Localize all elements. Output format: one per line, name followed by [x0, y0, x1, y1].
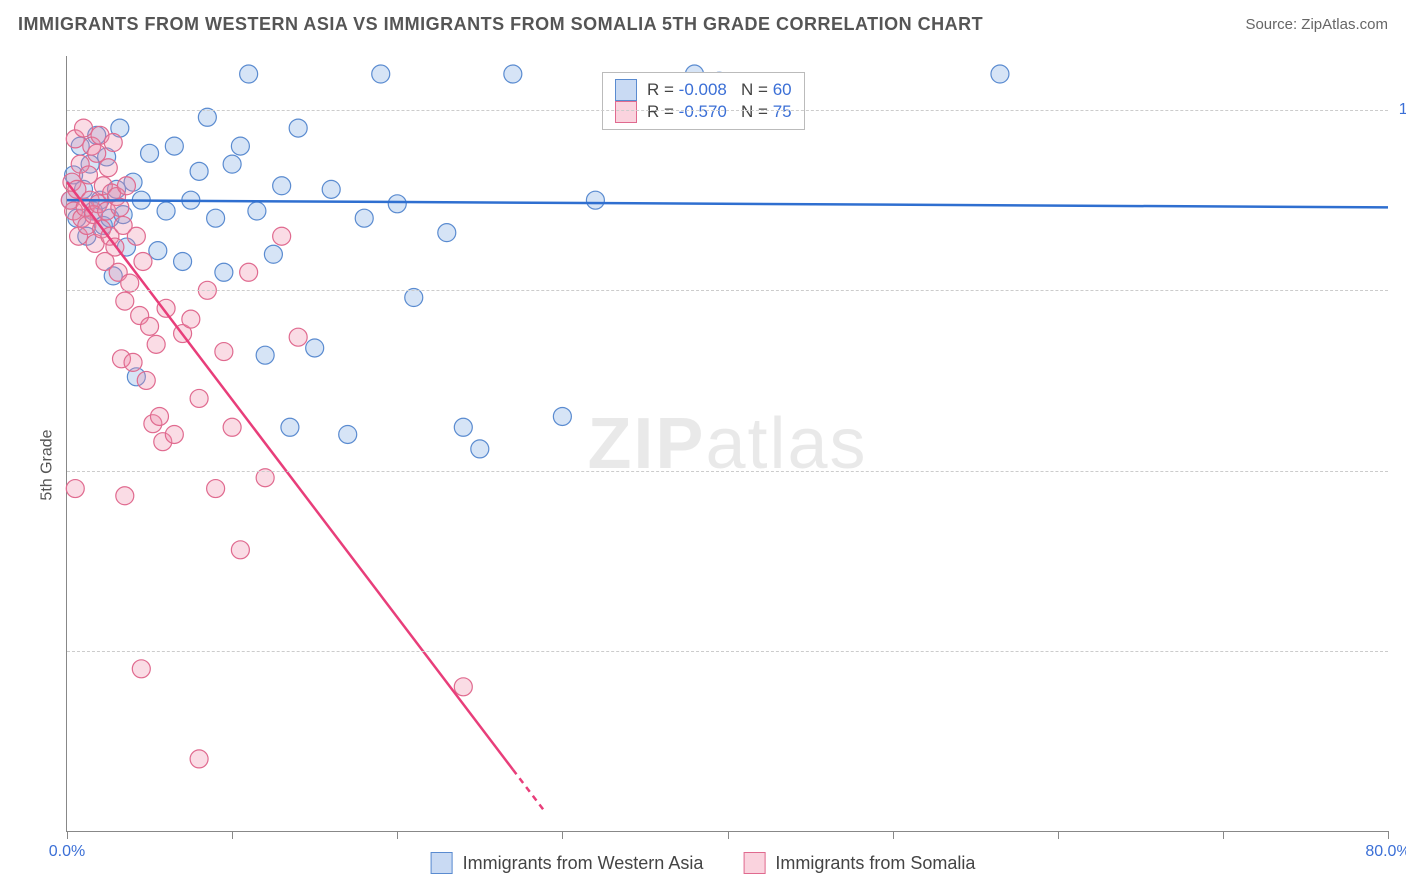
- data-point: [289, 119, 307, 137]
- swatch-blue: [431, 852, 453, 874]
- data-point: [504, 65, 522, 83]
- data-point: [322, 180, 340, 198]
- data-point: [116, 292, 134, 310]
- data-point: [147, 335, 165, 353]
- data-point: [127, 227, 145, 245]
- data-point: [454, 418, 472, 436]
- data-point: [231, 541, 249, 559]
- data-point: [124, 353, 142, 371]
- x-tick: [893, 831, 894, 839]
- data-point: [149, 242, 167, 260]
- data-point: [240, 65, 258, 83]
- data-point: [157, 202, 175, 220]
- data-point: [150, 407, 168, 425]
- trend-line-dashed: [513, 769, 546, 813]
- data-point: [141, 144, 159, 162]
- legend-item-somalia: Immigrants from Somalia: [743, 852, 975, 874]
- x-tick: [232, 831, 233, 839]
- data-point: [79, 166, 97, 184]
- correlation-legend: R = -0.008 N = 60R = -0.570 N = 75: [602, 72, 805, 130]
- data-point: [141, 317, 159, 335]
- data-point: [137, 371, 155, 389]
- x-tick: [728, 831, 729, 839]
- data-point: [99, 159, 117, 177]
- data-point: [215, 263, 233, 281]
- data-point: [273, 177, 291, 195]
- data-point: [339, 425, 357, 443]
- data-point: [991, 65, 1009, 83]
- data-point: [117, 177, 135, 195]
- x-tick: [397, 831, 398, 839]
- data-point: [190, 162, 208, 180]
- x-tick: [67, 831, 68, 839]
- plot-svg: [67, 56, 1388, 831]
- data-point: [165, 137, 183, 155]
- data-point: [388, 195, 406, 213]
- data-point: [372, 65, 390, 83]
- data-point: [240, 263, 258, 281]
- series-legend: Immigrants from Western Asia Immigrants …: [431, 852, 976, 874]
- data-point: [281, 418, 299, 436]
- data-point: [75, 119, 93, 137]
- gridline: [67, 471, 1388, 472]
- data-point: [215, 343, 233, 361]
- x-tick: [1058, 831, 1059, 839]
- x-tick-label: 0.0%: [49, 843, 85, 861]
- data-point: [223, 155, 241, 173]
- swatch-pink: [615, 101, 637, 123]
- x-tick: [1388, 831, 1389, 839]
- data-point: [66, 480, 84, 498]
- scatter-plot: ZIPatlas R = -0.008 N = 60R = -0.570 N =…: [66, 56, 1388, 832]
- data-point: [207, 480, 225, 498]
- data-point: [132, 660, 150, 678]
- data-point: [174, 252, 192, 270]
- data-point: [248, 202, 266, 220]
- swatch-blue: [615, 79, 637, 101]
- data-point: [190, 750, 208, 768]
- data-point: [273, 227, 291, 245]
- x-tick-label: 80.0%: [1365, 843, 1406, 861]
- data-point: [289, 328, 307, 346]
- source-label: Source: ZipAtlas.com: [1245, 16, 1388, 33]
- gridline: [67, 651, 1388, 652]
- data-point: [134, 252, 152, 270]
- data-point: [88, 144, 106, 162]
- data-point: [231, 137, 249, 155]
- legend-label-1: Immigrants from Somalia: [775, 853, 975, 874]
- gridline: [67, 290, 1388, 291]
- data-point: [586, 191, 604, 209]
- chart-title: IMMIGRANTS FROM WESTERN ASIA VS IMMIGRAN…: [18, 14, 983, 35]
- data-point: [454, 678, 472, 696]
- y-tick-label: 100.0%: [1399, 101, 1406, 119]
- legend-stat-row: R = -0.008 N = 60: [615, 79, 792, 101]
- x-tick: [562, 831, 563, 839]
- legend-stat-text: R = -0.570 N = 75: [647, 102, 792, 122]
- data-point: [256, 346, 274, 364]
- gridline: [67, 110, 1388, 111]
- trend-line: [67, 182, 513, 769]
- data-point: [190, 389, 208, 407]
- data-point: [553, 407, 571, 425]
- data-point: [104, 134, 122, 152]
- data-point: [355, 209, 373, 227]
- legend-stat-text: R = -0.008 N = 60: [647, 80, 792, 100]
- legend-stat-row: R = -0.570 N = 75: [615, 101, 792, 123]
- data-point: [223, 418, 241, 436]
- legend-item-western-asia: Immigrants from Western Asia: [431, 852, 704, 874]
- data-point: [207, 209, 225, 227]
- y-axis-label: 5th Grade: [39, 429, 57, 500]
- swatch-pink: [743, 852, 765, 874]
- data-point: [306, 339, 324, 357]
- data-point: [438, 224, 456, 242]
- data-point: [471, 440, 489, 458]
- data-point: [116, 487, 134, 505]
- legend-label-0: Immigrants from Western Asia: [463, 853, 704, 874]
- data-point: [165, 425, 183, 443]
- x-tick: [1223, 831, 1224, 839]
- data-point: [264, 245, 282, 263]
- data-point: [182, 310, 200, 328]
